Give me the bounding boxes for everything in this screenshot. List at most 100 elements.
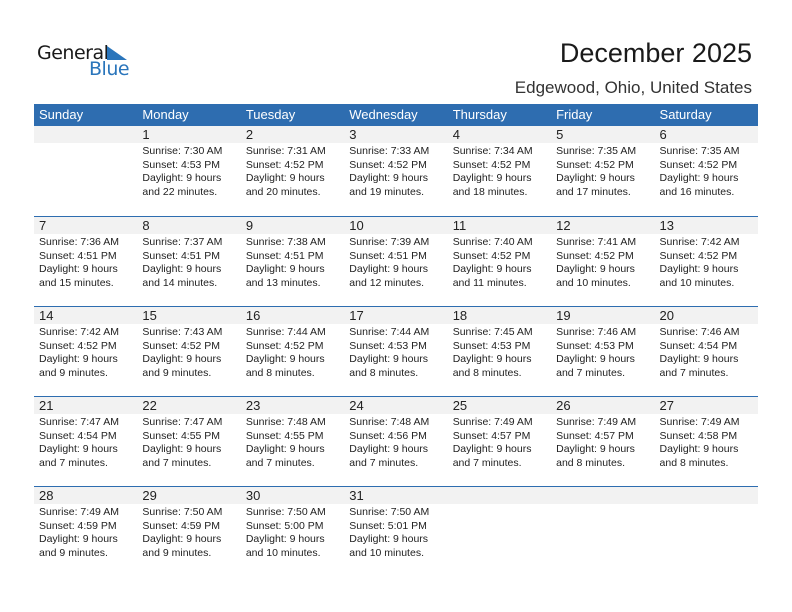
daylight-text: Daylight: 9 hours [349, 172, 429, 184]
sunrise-text: Sunrise: 7:47 AM [39, 416, 119, 428]
logo: General Blue [37, 42, 137, 82]
day-number: 25 [452, 398, 468, 413]
day-cell: Sunrise: 7:38 AM Sunset: 4:51 PM Daylight:… [241, 234, 344, 292]
day-cell: Sunrise: 7:49 AM Sunset: 4:59 PM Daylight:… [34, 504, 137, 562]
sunset-text: Sunset: 4:52 PM [659, 249, 738, 262]
weekday-thursday: Thursday [452, 107, 507, 122]
sunrise-text: Sunrise: 7:49 AM [452, 416, 533, 428]
daylight-text: Daylight: 9 hours [349, 443, 429, 455]
sunset-text: Sunset: 4:51 PM [142, 249, 221, 262]
day-cell [448, 504, 551, 562]
day-number: 9 [245, 218, 254, 233]
sunset-text: Sunset: 4:53 PM [452, 339, 531, 352]
day-number: 27 [659, 398, 674, 413]
day-number: 5 [556, 127, 564, 142]
sunset-text: Sunset: 4:52 PM [245, 158, 324, 171]
day-cell: Sunrise: 7:44 AM Sunset: 4:52 PM Daylight:… [241, 324, 344, 382]
day-number-band: 28 29 30 31 [34, 487, 758, 504]
day-number: 10 [349, 218, 364, 233]
day-info-row: Sunrise: 7:30 AM Sunset: 4:53 PM Daylight:… [34, 143, 758, 201]
weekday-sunday: Sunday [39, 107, 84, 122]
daylight-text: Daylight: 9 hours [556, 172, 635, 184]
minutes-text: and 7 minutes. [659, 366, 729, 379]
minutes-text: and 11 minutes. [452, 276, 527, 289]
day-cell: Sunrise: 7:47 AM Sunset: 4:54 PM Daylight:… [34, 414, 137, 472]
daylight-text: Daylight: 9 hours [245, 353, 325, 365]
minutes-text: and 8 minutes. [659, 456, 729, 469]
daylight-text: Daylight: 9 hours [452, 172, 532, 184]
weekday-wednesday: Wednesday [349, 107, 418, 122]
day-number: 2 [245, 127, 254, 142]
daylight-text: Daylight: 9 hours [349, 353, 429, 365]
daylight-text: Daylight: 9 hours [556, 263, 635, 275]
sunrise-text: Sunrise: 7:37 AM [142, 236, 223, 248]
day-number: 3 [349, 127, 357, 142]
sunset-text: Sunset: 4:51 PM [39, 249, 117, 262]
location: Edgewood, Ohio, United States [514, 78, 752, 97]
daylight-text: Daylight: 9 hours [142, 353, 222, 365]
minutes-text: and 8 minutes. [556, 456, 625, 469]
sunset-text: Sunset: 4:59 PM [142, 519, 221, 532]
day-info-row: Sunrise: 7:42 AM Sunset: 4:52 PM Daylight:… [34, 324, 758, 382]
sunrise-text: Sunrise: 7:45 AM [452, 326, 533, 338]
day-cell: Sunrise: 7:45 AM Sunset: 4:53 PM Daylight:… [448, 324, 551, 382]
day-cell: Sunrise: 7:48 AM Sunset: 4:56 PM Daylight:… [344, 414, 447, 472]
daylight-text: Daylight: 9 hours [349, 263, 429, 275]
minutes-text: and 13 minutes. [245, 276, 321, 289]
week-row: 28 29 30 31 Sunrise: 7:49 AM Sunset: 4:59 PM D… [34, 486, 758, 576]
sunrise-text: Sunrise: 7:44 AM [245, 326, 326, 338]
minutes-text: and 22 minutes. [142, 185, 218, 198]
sunrise-text: Sunrise: 7:31 AM [245, 145, 326, 157]
sunset-text: Sunset: 4:53 PM [142, 158, 221, 171]
daylight-text: Daylight: 9 hours [659, 443, 739, 455]
day-cell: Sunrise: 7:50 AM Sunset: 5:01 PM Daylight:… [344, 504, 447, 562]
day-number-band: 1 2 3 4 5 6 [34, 126, 758, 143]
day-number: 31 [349, 488, 364, 503]
sunset-text: Sunset: 4:52 PM [659, 158, 738, 171]
daylight-text: Daylight: 9 hours [142, 443, 222, 455]
sunset-text: Sunset: 4:55 PM [245, 429, 324, 442]
daylight-text: Daylight: 9 hours [452, 353, 532, 365]
day-number: 21 [39, 398, 54, 413]
day-number: 22 [142, 398, 157, 413]
day-number: 17 [349, 308, 364, 323]
weekday-header: Sunday Monday Tuesday Wednesday Thursday Frid… [34, 104, 758, 126]
minutes-text: and 7 minutes. [39, 456, 108, 469]
minutes-text: and 18 minutes. [452, 185, 528, 198]
minutes-text: and 10 minutes. [556, 276, 631, 289]
daylight-text: Daylight: 9 hours [556, 443, 635, 455]
day-number: 8 [142, 218, 150, 233]
minutes-text: and 9 minutes. [142, 366, 212, 379]
sunset-text: Sunset: 4:53 PM [556, 339, 634, 352]
sunrise-text: Sunrise: 7:46 AM [659, 326, 740, 338]
day-number-band: 14 15 16 17 18 19 20 [34, 307, 758, 324]
daylight-text: Daylight: 9 hours [142, 172, 222, 184]
sunrise-text: Sunrise: 7:40 AM [452, 236, 533, 248]
day-number: 28 [39, 488, 54, 503]
day-cell: Sunrise: 7:34 AM Sunset: 4:52 PM Daylight:… [448, 143, 551, 201]
day-cell: Sunrise: 7:41 AM Sunset: 4:52 PM Daylight:… [551, 234, 654, 292]
day-cell: Sunrise: 7:42 AM Sunset: 4:52 PM Daylight:… [655, 234, 758, 292]
sunset-text: Sunset: 4:54 PM [39, 429, 117, 442]
sunrise-text: Sunrise: 7:50 AM [142, 506, 223, 518]
daylight-text: Daylight: 9 hours [556, 353, 635, 365]
sunset-text: Sunset: 5:00 PM [245, 519, 324, 532]
minutes-text: and 7 minutes. [142, 456, 212, 469]
sunset-text: Sunset: 4:52 PM [452, 249, 531, 262]
week-row: 21 22 23 24 25 26 27 Sunrise: 7:47 AM Sunset: 4:… [34, 396, 758, 486]
daylight-text: Daylight: 9 hours [39, 353, 118, 365]
sunset-text: Sunset: 5:01 PM [349, 519, 427, 532]
day-cell: Sunrise: 7:49 AM Sunset: 4:57 PM Daylight:… [551, 414, 654, 472]
day-cell: Sunrise: 7:42 AM Sunset: 4:52 PM Daylight:… [34, 324, 137, 382]
day-number: 4 [452, 127, 460, 142]
sunrise-text: Sunrise: 7:44 AM [349, 326, 430, 338]
sunrise-text: Sunrise: 7:50 AM [245, 506, 326, 518]
day-number: 26 [556, 398, 571, 413]
weekday-monday: Monday [142, 107, 189, 122]
sunrise-text: Sunrise: 7:33 AM [349, 145, 430, 157]
day-number: 19 [556, 308, 571, 323]
minutes-text: and 8 minutes. [245, 366, 315, 379]
sunset-text: Sunset: 4:54 PM [659, 339, 738, 352]
daylight-text: Daylight: 9 hours [245, 263, 325, 275]
minutes-text: and 20 minutes. [245, 185, 321, 198]
